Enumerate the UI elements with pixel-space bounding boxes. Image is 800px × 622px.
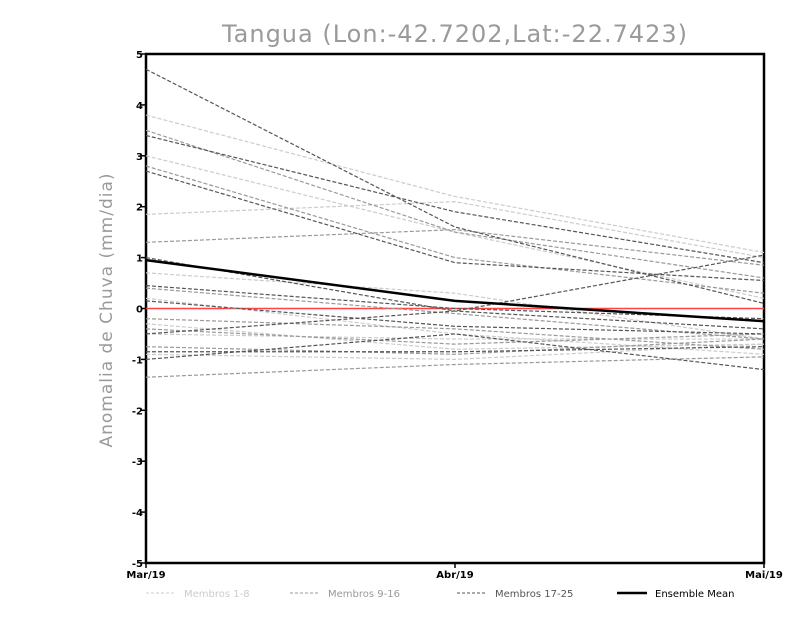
y-tick-label: -4 — [132, 508, 143, 519]
x-tick-label: Abr/19 — [436, 570, 473, 581]
member-line-g3-8 — [146, 346, 765, 353]
member-line-g3-9 — [145, 333, 765, 371]
member-line-g2-4 — [145, 287, 765, 340]
plot-area — [145, 68, 765, 378]
member-line-g3-1 — [145, 68, 765, 304]
axes: -5 -4 -3 -2 -1 0 1 2 3 4 5 Mar/19 Abr/19 Mai/19 — [126, 50, 782, 581]
legend-ensemble-mean-label: Ensemble Mean — [655, 589, 734, 600]
member-line-g3-5 — [145, 284, 765, 320]
member-line-g2-8 — [145, 356, 765, 378]
member-line-g2-7 — [145, 318, 765, 350]
y-tick-label: -3 — [132, 457, 143, 468]
chart-title: Tangua (Lon:-42.7202,Lat:-22.7423) — [221, 20, 688, 48]
member-line-g3-7 — [145, 254, 765, 335]
member-line-g1-1 — [145, 114, 765, 254]
y-tick-label: 4 — [136, 101, 143, 112]
y-tick-label: 3 — [136, 152, 143, 163]
legend-members-17-25-label: Membros 17-25 — [495, 589, 573, 600]
y-tick-label: -1 — [132, 355, 143, 366]
legend-members-1-8-label: Membros 1-8 — [184, 589, 250, 600]
y-tick-label: 1 — [136, 254, 143, 265]
y-tick-label: 5 — [136, 50, 143, 61]
member-line-g3-6 — [145, 300, 765, 335]
member-line-g1-5 — [145, 297, 765, 355]
member-line-g2-5 — [145, 328, 765, 345]
y-tick-label: 2 — [136, 203, 143, 214]
ensemble-mean-line — [145, 258, 765, 323]
y-axis-label: Anomalia de Chuva (mm/dia) — [97, 172, 117, 447]
member-line-g2-6 — [145, 338, 765, 355]
legend-members-9-16-label: Membros 9-16 — [328, 589, 400, 600]
member-line-g1-7 — [145, 333, 764, 340]
member-line-g1-6 — [145, 323, 765, 350]
legend: Membros 1-8 Membros 9-16 Membros 17-25 Ense… — [146, 589, 734, 600]
member-line-g1-3 — [145, 155, 765, 299]
y-tick-label: -2 — [132, 406, 143, 417]
x-tick-label: Mai/19 — [745, 570, 783, 581]
member-line-g1-4 — [145, 272, 765, 340]
member-line-g1-8 — [145, 343, 765, 361]
member-line-g3-3 — [145, 170, 765, 282]
y-tick-label: 0 — [136, 305, 143, 316]
member-line-g1-2 — [145, 201, 765, 259]
y-tick-label: -5 — [132, 559, 143, 570]
member-line-g2-2 — [145, 165, 765, 294]
member-line-g3-2 — [145, 134, 765, 264]
member-line-g2-3 — [145, 229, 765, 266]
member-line-g2-1 — [145, 129, 765, 279]
x-tick-label: Mar/19 — [126, 570, 165, 581]
